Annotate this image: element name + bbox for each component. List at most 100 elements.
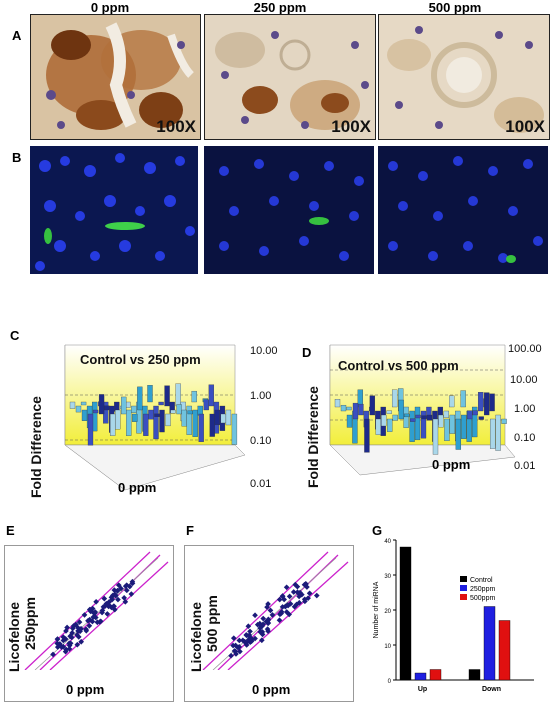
fold-bar xyxy=(153,405,159,440)
x-tick-label: Up xyxy=(418,686,427,693)
scatter-point xyxy=(94,619,101,626)
fold-bar xyxy=(443,410,450,418)
fold-bar xyxy=(198,413,204,442)
fold-bar xyxy=(391,389,398,408)
scatter-point xyxy=(290,589,297,595)
bar-500ppm-up xyxy=(429,669,442,681)
ihc-texture-250ppm xyxy=(205,15,375,139)
fold-bar xyxy=(220,413,227,424)
fold-bar xyxy=(209,413,215,437)
fold-bar xyxy=(158,401,164,406)
panel-d-3d-chart xyxy=(329,344,516,476)
fold-bar xyxy=(192,409,198,437)
legend-label: 500ppm xyxy=(470,595,495,602)
y-axis-label: Number of miRNA xyxy=(373,581,380,638)
bar-250ppm-up xyxy=(414,672,427,681)
fold-bar xyxy=(346,406,352,411)
fold-bar xyxy=(148,409,154,420)
panel-f-ylabel-2: 500 ppm xyxy=(204,595,220,652)
fold-bar xyxy=(334,399,341,408)
panel-c-xlabel: 0 ppm xyxy=(118,480,157,495)
fold-bar xyxy=(131,405,137,413)
fold-bar xyxy=(214,409,221,426)
fold-bar xyxy=(426,414,433,421)
fold-bar xyxy=(403,413,410,418)
fold-bar xyxy=(132,413,138,422)
fold-bar xyxy=(346,414,353,428)
ihc-texture-0ppm xyxy=(31,15,200,139)
panel-c-title: Control vs 250 ppm xyxy=(80,352,201,367)
fold-bar xyxy=(444,418,450,442)
bar-control-up xyxy=(399,546,412,681)
fold-bar xyxy=(176,404,182,415)
ihc-image-250ppm: 100X xyxy=(204,14,376,140)
y-tick-label: 20 xyxy=(384,609,391,615)
fold-bar xyxy=(364,418,370,453)
ihc-image-0ppm: 100X xyxy=(30,14,201,140)
scatter-point xyxy=(93,598,99,605)
scatter-point xyxy=(228,652,234,659)
magnification-label: 100X xyxy=(156,117,196,136)
fluorescence-texture-500ppm xyxy=(378,146,548,274)
panel-c-3d-chart xyxy=(64,344,246,491)
fold-bar xyxy=(483,392,490,416)
bar-control-down xyxy=(468,669,481,681)
fold-bar xyxy=(471,406,478,438)
ihc-texture-500ppm xyxy=(379,15,549,139)
fold-bar xyxy=(109,413,116,436)
ihc-image-500ppm: 100X xyxy=(378,14,550,140)
fold-bar xyxy=(489,418,496,449)
scatter-point xyxy=(281,596,287,603)
fold-bar xyxy=(432,418,439,455)
scatter-point xyxy=(230,635,237,641)
fold-bar xyxy=(455,418,462,450)
fold-bar xyxy=(92,409,99,414)
fold-bar xyxy=(203,399,209,411)
fold-bar xyxy=(170,409,176,414)
fold-bar xyxy=(478,416,484,420)
scatter-point xyxy=(128,591,135,597)
fold-bar xyxy=(421,415,427,420)
bar-500ppm-down xyxy=(498,620,511,681)
fold-bar xyxy=(461,414,467,439)
fold-bar xyxy=(472,410,478,416)
fold-bar xyxy=(103,405,110,411)
panel-label-b: B xyxy=(12,150,22,165)
fold-bar xyxy=(186,405,192,435)
panel-d-tick: 10.00 xyxy=(510,374,538,386)
panel-e-ylabel-2: 250ppm xyxy=(22,597,38,650)
fold-bar xyxy=(392,414,398,421)
panel-f-xlabel: 0 ppm xyxy=(252,682,291,697)
fold-bar xyxy=(191,390,197,403)
scatter-point xyxy=(236,637,243,644)
fold-bar xyxy=(501,418,507,424)
fold-bar xyxy=(87,413,94,446)
fold-bar xyxy=(386,410,392,414)
fold-bar xyxy=(126,409,132,436)
fold-bar xyxy=(81,409,88,421)
magnification-label: 100X xyxy=(331,117,371,136)
fold-bar xyxy=(147,385,153,403)
header-500ppm: 500 ppm xyxy=(428,0,482,15)
scatter-point xyxy=(282,603,289,610)
fold-bar xyxy=(398,399,404,420)
fold-bar xyxy=(489,393,495,412)
panel-c-tick: 0.10 xyxy=(250,435,272,447)
panel-label-d: D xyxy=(302,345,312,360)
header-250ppm: 250 ppm xyxy=(253,0,307,15)
y-tick-label: 10 xyxy=(384,644,391,650)
fold-bar xyxy=(495,414,501,451)
panel-d-tick: 0.01 xyxy=(514,460,536,472)
legend-label: 250ppm xyxy=(470,586,495,593)
fold-bar xyxy=(358,403,364,416)
fold-bar xyxy=(181,409,187,427)
fold-bar xyxy=(165,413,171,427)
panel-label-c: C xyxy=(10,328,20,343)
fold-bar xyxy=(164,385,170,407)
fold-bar xyxy=(414,406,421,441)
panel-label-a: A xyxy=(12,28,22,43)
scatter-point xyxy=(76,619,83,625)
fold-bar xyxy=(225,409,232,426)
scatter-point xyxy=(302,598,308,605)
bar-250ppm-down xyxy=(483,606,496,681)
